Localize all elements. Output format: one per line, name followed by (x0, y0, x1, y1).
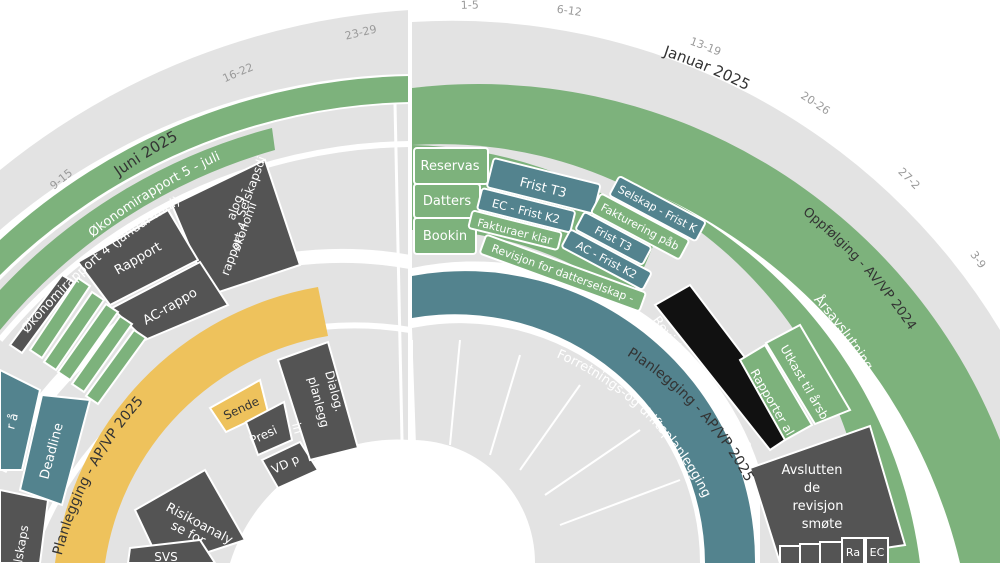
tile-ec[interactable] (865, 537, 889, 563)
tile-ec-label: EC (870, 546, 885, 559)
tile-bookin[interactable] (413, 217, 477, 255)
okonomirapport-5-band[interactable] (0, 76, 410, 275)
tile-rapporter-al[interactable] (738, 343, 814, 442)
tile-selskap-frist[interactable] (609, 175, 706, 242)
rapport-block[interactable] (76, 208, 200, 307)
dialog-line-3: in (289, 421, 305, 435)
tile-revisjon-datter[interactable] (479, 234, 647, 312)
oppfolging-band[interactable] (412, 84, 1000, 563)
tile-datters-label: Datters (423, 194, 472, 209)
tile-ra-label: Ra (846, 546, 860, 559)
tile-bookin-label: Bookin (423, 229, 467, 244)
right-week-4: 20-26 (798, 89, 832, 117)
edge-label-b: lskaps (11, 524, 31, 563)
tile-utkast[interactable] (764, 323, 852, 426)
okonomirapport-4-band[interactable] (0, 128, 275, 330)
teal-tile-left-a[interactable] (0, 368, 42, 471)
right-week-5: 27-2 (895, 165, 922, 192)
presi-tile[interactable] (244, 400, 294, 457)
right-week-1: 1-5 (461, 0, 479, 12)
avslutten-line-3: revisjon (793, 499, 844, 514)
tile-fakturaer-klar[interactable] (467, 209, 563, 251)
avslutten-line-2: de (804, 481, 820, 496)
planlegging-band-right[interactable] (412, 271, 756, 563)
tile-ra[interactable] (841, 537, 865, 563)
left-tiles: Selskapsdi alog - økonomi rapport 4 Rapp… (0, 154, 360, 563)
right-week-2: 6-12 (556, 3, 583, 19)
selskaps-tile[interactable] (0, 488, 50, 563)
avslutten-line-1: Avslutten (782, 463, 843, 478)
deadline-tile[interactable] (18, 393, 92, 507)
tile-ec-frist[interactable] (476, 187, 576, 233)
dialogplanlegging-block[interactable] (276, 340, 360, 462)
tile-frist-t3-small[interactable] (575, 211, 652, 266)
vd-tile[interactable] (260, 440, 320, 490)
tile-reservas-label: Reservas (421, 159, 480, 174)
edge-label-c: SVS (154, 550, 177, 563)
edge-label-a: r å (3, 412, 21, 431)
avslutten-line-4: smøte (802, 517, 843, 532)
tile-fakturering[interactable] (590, 193, 690, 260)
right-week-6: 3-9 (967, 249, 988, 271)
planlegging-band-left[interactable] (55, 287, 328, 563)
tile-ac-frist[interactable] (561, 229, 652, 291)
